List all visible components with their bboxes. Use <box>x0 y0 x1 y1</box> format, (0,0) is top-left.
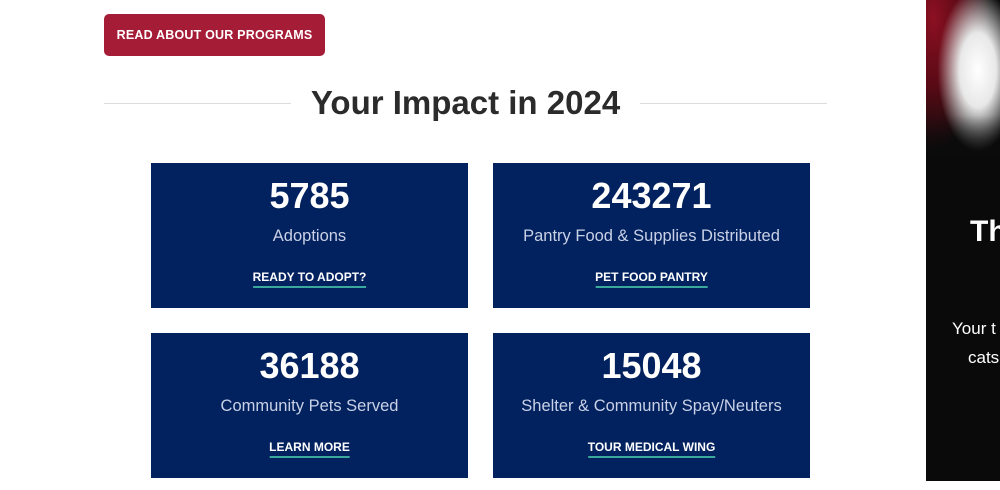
stat-card-pantry: 243271 Pantry Food & Supplies Distribute… <box>493 163 810 308</box>
stat-card-adoptions: 5785 Adoptions READY TO ADOPT? <box>151 163 468 308</box>
stat-value: 15048 <box>601 345 702 386</box>
side-promo-text-line: Your t <box>952 319 996 338</box>
heading-right-divider <box>640 102 828 104</box>
pet-food-pantry-link[interactable]: PET FOOD PANTRY <box>595 270 708 288</box>
side-promo-title: Th <box>970 215 1000 248</box>
stat-value: 36188 <box>259 345 360 386</box>
stat-value: 243271 <box>591 175 712 216</box>
learn-more-link[interactable]: LEARN MORE <box>269 440 350 458</box>
stat-label: Adoptions <box>272 227 347 245</box>
stat-label: Shelter & Community Spay/Neuters <box>521 397 782 415</box>
ready-to-adopt-link[interactable]: READY TO ADOPT? <box>252 270 367 288</box>
impact-heading: Your Impact in 2024 <box>310 84 621 121</box>
read-about-programs-button[interactable]: READ ABOUT OUR PROGRAMS <box>104 14 325 56</box>
impact-heading-row: Your Impact in 2024 <box>104 78 828 128</box>
side-promo-text-line: cats <box>968 348 1000 367</box>
heading-left-divider <box>104 102 291 104</box>
side-promo-panel: Th Your t cats <box>926 0 1000 481</box>
stat-card-community-pets: 36188 Community Pets Served LEARN MORE <box>151 333 468 478</box>
stat-card-spay-neuters: 15048 Shelter & Community Spay/Neuters T… <box>493 333 810 478</box>
stat-label: Pantry Food & Supplies Distributed <box>523 227 780 245</box>
cat-photo <box>926 0 1000 175</box>
stat-label: Community Pets Served <box>220 397 399 415</box>
side-promo-text: Your t cats <box>952 314 999 372</box>
stat-value: 5785 <box>269 175 350 216</box>
tour-medical-wing-link[interactable]: TOUR MEDICAL WING <box>587 440 716 458</box>
